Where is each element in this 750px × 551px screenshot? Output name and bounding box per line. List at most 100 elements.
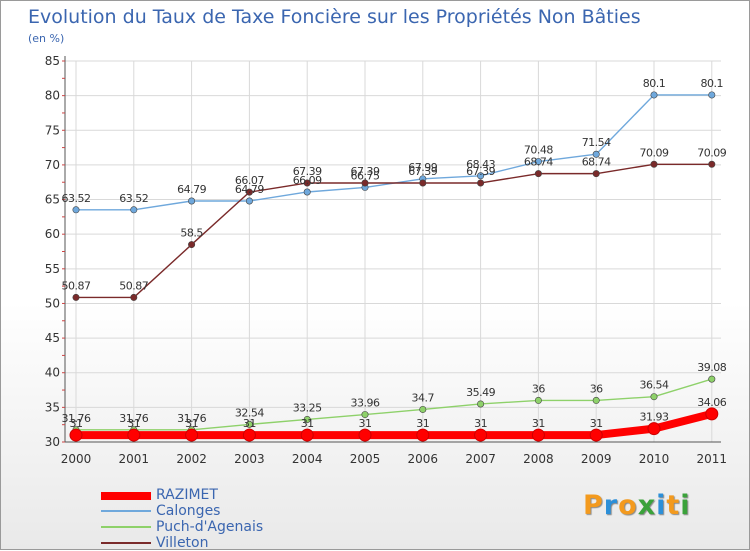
data-point <box>650 393 658 401</box>
data-point <box>477 400 485 408</box>
data-label: 31 <box>185 417 198 430</box>
y-tick-label: 35 <box>45 400 60 414</box>
series-line-Calonges <box>75 94 713 211</box>
data-label: 63.52 <box>119 192 148 205</box>
data-label: 35.49 <box>466 386 495 399</box>
data-label: 64.79 <box>177 183 206 196</box>
data-label: 70.09 <box>640 146 669 159</box>
data-point <box>592 396 600 404</box>
x-tick-label: 2008 <box>523 452 554 466</box>
data-point <box>242 428 256 442</box>
data-point <box>303 179 311 187</box>
data-label: 67.39 <box>466 165 495 178</box>
data-label: 32.54 <box>235 406 264 419</box>
y-tick-label: 85 <box>45 54 60 68</box>
data-label: 31 <box>359 417 372 430</box>
data-label: 66.09 <box>293 174 322 187</box>
logo-letter: x <box>637 490 657 521</box>
series-line-Puch-d'Agenais <box>75 378 713 431</box>
data-label: 71.54 <box>582 136 611 149</box>
x-tick-label: 2001 <box>119 452 150 466</box>
y-tick-label: 50 <box>45 296 60 310</box>
legend-label: Villeton <box>156 535 209 551</box>
x-tick-label: 2004 <box>292 452 323 466</box>
x-tick-label: 2000 <box>61 452 92 466</box>
data-point <box>419 179 427 187</box>
plot-area <box>65 61 721 442</box>
data-point <box>708 91 716 99</box>
data-label: 39.08 <box>697 361 726 374</box>
data-point <box>650 91 658 99</box>
data-label: 31 <box>590 417 603 430</box>
data-point <box>245 197 253 205</box>
data-label: 33.96 <box>351 397 380 410</box>
data-point <box>477 172 485 180</box>
logo-letter: r <box>603 490 619 521</box>
data-point <box>708 375 716 383</box>
data-label: 67.39 <box>408 165 437 178</box>
y-tick-label: 70 <box>45 158 60 172</box>
data-label: 36.54 <box>640 379 669 392</box>
x-tick-label: 2009 <box>581 452 612 466</box>
data-label: 67.99 <box>408 161 437 174</box>
data-label: 31 <box>127 417 140 430</box>
data-point <box>188 241 196 249</box>
proxiti-logo: Proxiti <box>583 490 691 521</box>
data-label: 68.43 <box>466 158 495 171</box>
y-tick-label: 55 <box>45 262 60 276</box>
chart-title: Evolution du Taux de Taxe Foncière sur l… <box>28 6 641 28</box>
data-label: 31.76 <box>62 412 91 425</box>
legend-swatch <box>101 526 151 528</box>
series-line-RAZIMET <box>72 409 716 440</box>
data-label: 68.74 <box>582 156 611 169</box>
data-label: 58.5 <box>180 227 203 240</box>
legend-label: Calonges <box>156 503 221 519</box>
legend-swatch <box>101 542 151 544</box>
series-line-Villeton <box>75 163 713 299</box>
legend-label: Puch-d'Agenais <box>156 519 264 535</box>
data-label: 64.79 <box>235 183 264 196</box>
data-label: 63.52 <box>62 192 91 205</box>
logo-letter: o <box>618 490 638 521</box>
data-point <box>245 420 253 428</box>
x-tick-label: 2002 <box>176 452 207 466</box>
data-point <box>531 428 545 442</box>
logo-letter: P <box>583 490 604 521</box>
data-point <box>650 160 658 168</box>
x-tick-label: 2010 <box>639 452 670 466</box>
data-point <box>534 396 542 404</box>
data-label: 33.25 <box>293 401 322 414</box>
data-label: 36 <box>590 382 603 395</box>
data-point <box>130 206 138 214</box>
data-point <box>592 150 600 158</box>
logo-letter: t <box>666 490 681 521</box>
y-tick-label: 30 <box>45 435 60 449</box>
data-point <box>589 428 603 442</box>
x-tick-label: 2006 <box>408 452 439 466</box>
data-label: 31.76 <box>177 412 206 425</box>
data-label: 50.87 <box>62 279 91 292</box>
y-tick-label: 40 <box>45 366 60 380</box>
data-label: 80.1 <box>643 77 666 90</box>
data-label: 31 <box>243 417 256 430</box>
data-label: 34.7 <box>412 391 435 404</box>
legend-label: RAZIMET <box>156 487 218 503</box>
data-label: 70.09 <box>697 146 726 159</box>
data-label: 66.07 <box>235 174 264 187</box>
x-tick-label: 2003 <box>234 452 265 466</box>
logo-letter: i <box>656 490 667 521</box>
data-point <box>474 428 488 442</box>
data-point <box>303 415 311 423</box>
data-point <box>185 428 199 442</box>
x-tick-label: 2005 <box>350 452 381 466</box>
y-tick-label: 75 <box>45 123 60 137</box>
x-tick-label: 2011 <box>697 452 728 466</box>
data-point <box>708 160 716 168</box>
x-tick-label: 2007 <box>465 452 496 466</box>
data-point <box>72 206 80 214</box>
data-label: 70.48 <box>524 144 553 157</box>
legend-swatch <box>101 510 151 512</box>
logo-letter: i <box>680 490 691 521</box>
